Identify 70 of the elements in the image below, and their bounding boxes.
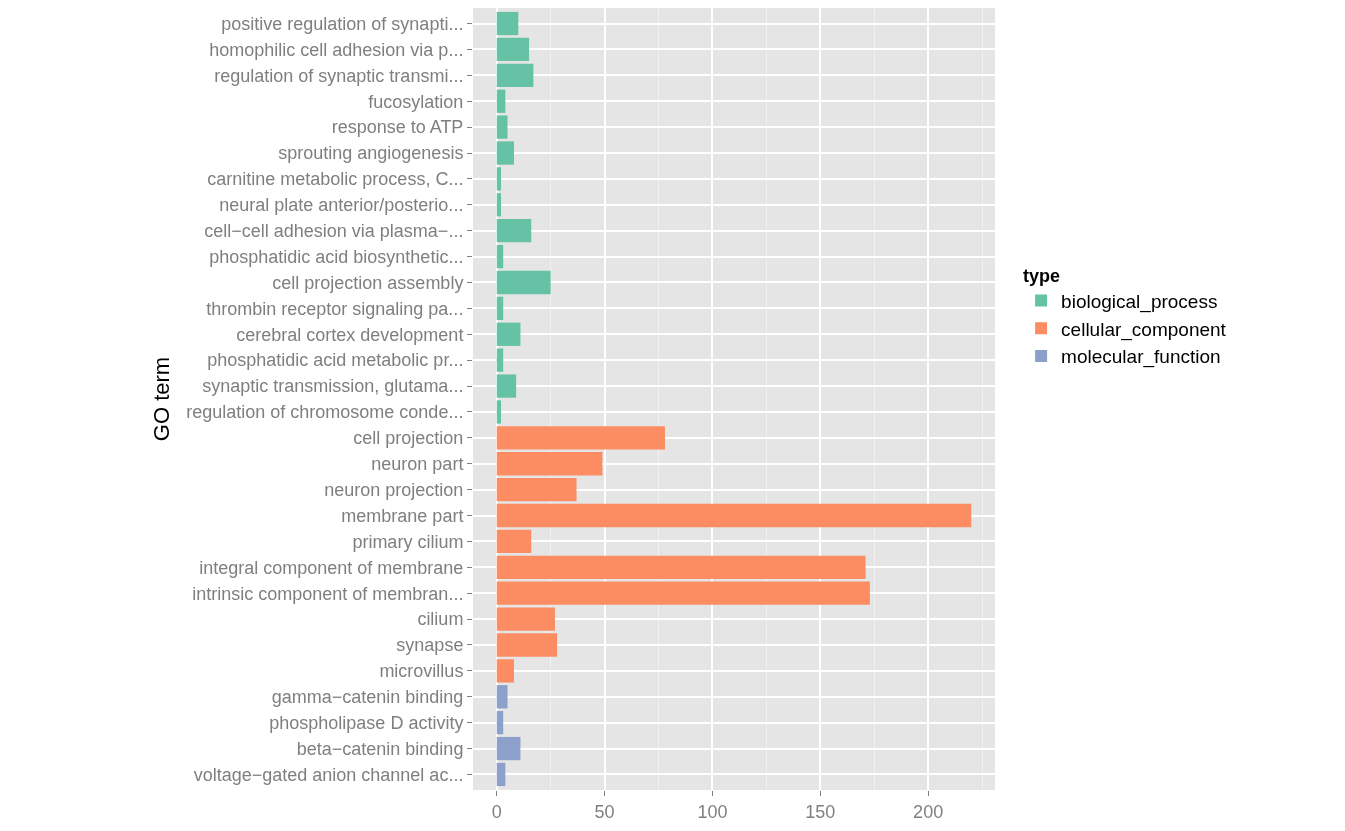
- y-tick-label: regulation of synaptic transmi...: [214, 65, 464, 86]
- y-tick-label: positive regulation of synapti...: [221, 13, 464, 34]
- legend-title: type: [1023, 265, 1061, 286]
- y-tick-label: sprouting angiogenesis: [278, 143, 464, 164]
- y-tick-label: cerebral cortex development: [236, 324, 464, 345]
- bar: [496, 374, 517, 398]
- y-tick-label: cilium: [417, 609, 464, 630]
- y-tick-label: gamma−catenin binding: [271, 687, 464, 708]
- bar: [496, 607, 555, 631]
- bar: [496, 219, 532, 243]
- y-tick-label: thrombin receptor signaling pa...: [206, 298, 464, 319]
- y-tick-label: fucosylation: [368, 91, 464, 112]
- bar: [496, 685, 508, 709]
- bar: [496, 296, 504, 321]
- y-tick-label: phospholipase D activity: [269, 712, 464, 733]
- y-tick-label: neuron part: [371, 454, 464, 475]
- bar: [496, 762, 506, 787]
- bar: [496, 711, 504, 735]
- x-tick-label: 150: [805, 801, 836, 822]
- bar: [496, 633, 558, 657]
- x-tick-label: 100: [697, 801, 728, 822]
- x-tick-label: 200: [913, 801, 944, 822]
- y-tick-label: phosphatidic acid metabolic pr...: [207, 350, 464, 371]
- x-tick-label: 0: [491, 801, 502, 822]
- legend-label: biological_process: [1061, 290, 1218, 313]
- bar: [496, 452, 603, 476]
- bar: [496, 37, 530, 62]
- y-tick-label: regulation of chromosome conde...: [186, 402, 464, 423]
- bar: [496, 503, 972, 528]
- y-tick-label: homophilic cell adhesion via p...: [209, 39, 464, 60]
- bar: [496, 555, 866, 579]
- bar: [496, 11, 519, 36]
- y-tick-label: beta−catenin binding: [296, 738, 464, 759]
- bar: [496, 193, 502, 217]
- y-tick-label: cell−cell adhesion via plasma−...: [204, 220, 464, 241]
- bar: [496, 322, 521, 346]
- x-tick-label: 50: [594, 801, 615, 822]
- y-tick-label: carnitine metabolic process, C...: [207, 169, 464, 190]
- y-tick-label: synapse: [396, 635, 464, 656]
- y-tick-label: voltage−gated anion channel ac...: [193, 764, 464, 785]
- y-tick-label: cell projection: [353, 428, 464, 449]
- bar: [496, 244, 504, 269]
- y-tick-label: primary cilium: [352, 531, 464, 552]
- bar: [496, 167, 502, 191]
- legend-label: molecular_function: [1061, 346, 1221, 369]
- y-tick-label: membrane part: [341, 505, 464, 526]
- bar: [496, 529, 532, 554]
- y-tick-label: cell projection assembly: [272, 272, 464, 293]
- y-tick-label: synaptic transmission, glutama...: [202, 376, 464, 397]
- bar: [496, 115, 508, 139]
- bar: [496, 270, 551, 295]
- y-tick-label: neuron projection: [324, 479, 464, 500]
- bar: [496, 426, 665, 450]
- bar: [496, 400, 502, 424]
- y-axis-title: GO term: [149, 356, 175, 442]
- bar: [496, 63, 534, 87]
- bar: [496, 581, 870, 605]
- y-tick-label: response to ATP: [331, 117, 464, 138]
- bar: [496, 89, 506, 113]
- bar: [496, 348, 504, 372]
- bar: [496, 736, 521, 761]
- y-tick-label: phosphatidic acid biosynthetic...: [209, 246, 464, 267]
- y-tick-label: microvillus: [379, 661, 464, 682]
- y-tick-label: neural plate anterior/posterio...: [219, 195, 464, 216]
- bar: [496, 141, 514, 165]
- y-tick-label: integral component of membrane: [199, 557, 464, 578]
- bar: [496, 477, 577, 502]
- y-tick-label: intrinsic component of membran...: [192, 583, 464, 604]
- bar: [496, 659, 514, 683]
- legend-label: cellular_component: [1061, 318, 1227, 341]
